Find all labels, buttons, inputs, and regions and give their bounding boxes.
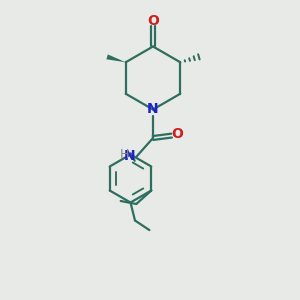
Text: N: N [147, 103, 159, 116]
Text: O: O [172, 128, 184, 141]
Text: O: O [147, 14, 159, 28]
Polygon shape [106, 54, 126, 62]
Text: H: H [120, 148, 129, 161]
Text: N: N [124, 149, 135, 163]
